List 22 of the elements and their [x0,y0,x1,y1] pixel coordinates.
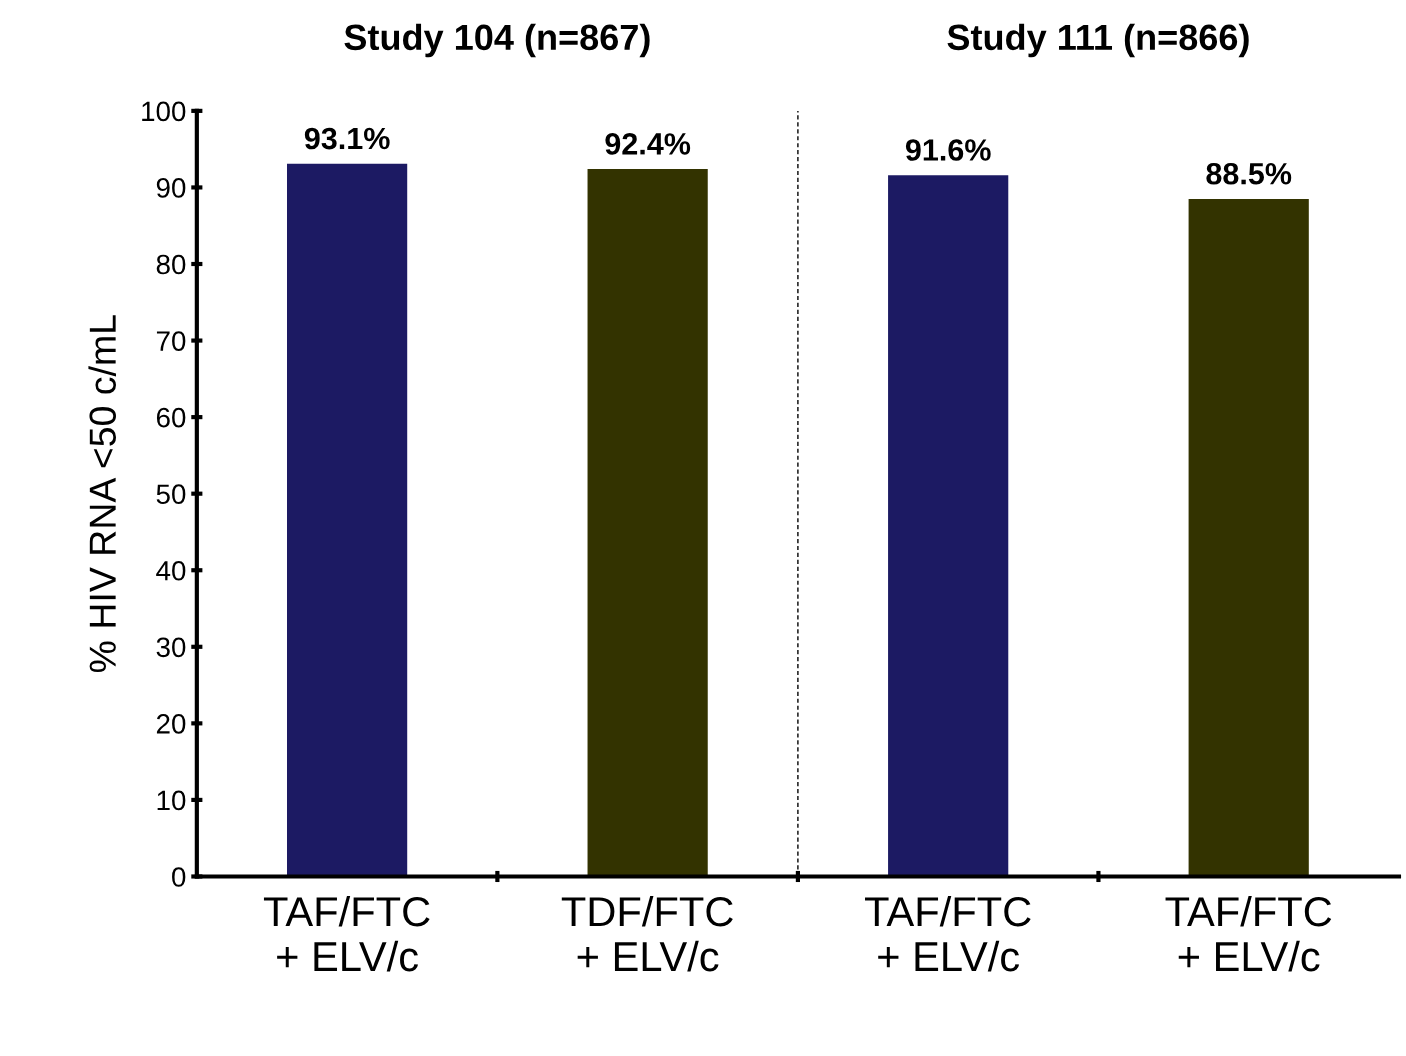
y-tick-label: 80 [156,254,186,275]
y-tick-label: 90 [156,178,186,198]
y-tick-label: 100 [142,101,186,122]
x-tick-label: TAF/FTC + ELV/c [865,895,1031,972]
data-label: 91.6% [905,139,991,161]
data-label: 93.1% [304,127,390,150]
x-tick-label: TAF/FTC + ELV/c [1165,895,1332,972]
y-tick-label: 40 [156,560,186,581]
x-tick-label: TDF/FTC + ELV/c [561,895,733,972]
y-axis-title: % HIV RNA <50 c/mL [88,315,116,673]
text: Study 111 (n=866) [947,23,1249,58]
y-tick-label: 70 [156,331,186,351]
text: Study 104 (n=867) [344,23,650,58]
y-tick-label: 50 [156,484,186,505]
y-tick-label: 60 [156,407,186,428]
data-label: 92.4% [605,133,691,155]
y-tick-label: 30 [156,637,186,658]
data-label: 88.5% [1206,162,1292,185]
x-tick-label: TAF/FTC + ELV/c [263,895,430,972]
y-tick-label: 20 [156,714,186,734]
y-tick-label: 10 [157,790,186,811]
y-tick-label: 0 [172,867,186,887]
